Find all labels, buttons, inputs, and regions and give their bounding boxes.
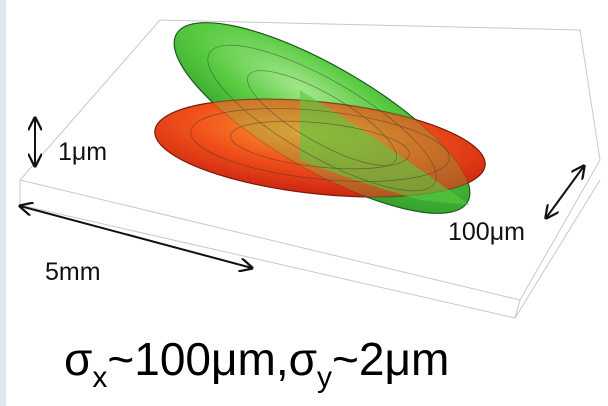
caption: σx~100μm,σy~2μm bbox=[64, 333, 449, 394]
edge bbox=[0, 0, 6, 406]
page: {"labels": {"height": "1μm", "length": "… bbox=[0, 0, 608, 406]
caption-sub: y bbox=[317, 361, 332, 394]
caption-part: σ bbox=[64, 333, 92, 385]
width-label: 100μm bbox=[448, 218, 525, 246]
illustration: 1μm 5mm 100μm σx~100μm,σy~2μm bbox=[0, 0, 608, 406]
caption-part: ~100μm, bbox=[107, 333, 288, 385]
caption-sub: x bbox=[92, 361, 107, 394]
length-label: 5mm bbox=[45, 258, 101, 286]
height-label: 1μm bbox=[58, 138, 107, 166]
ellipsoids bbox=[150, 0, 493, 247]
caption-part: σ bbox=[289, 333, 317, 385]
caption-part: ~2μm bbox=[332, 333, 449, 385]
